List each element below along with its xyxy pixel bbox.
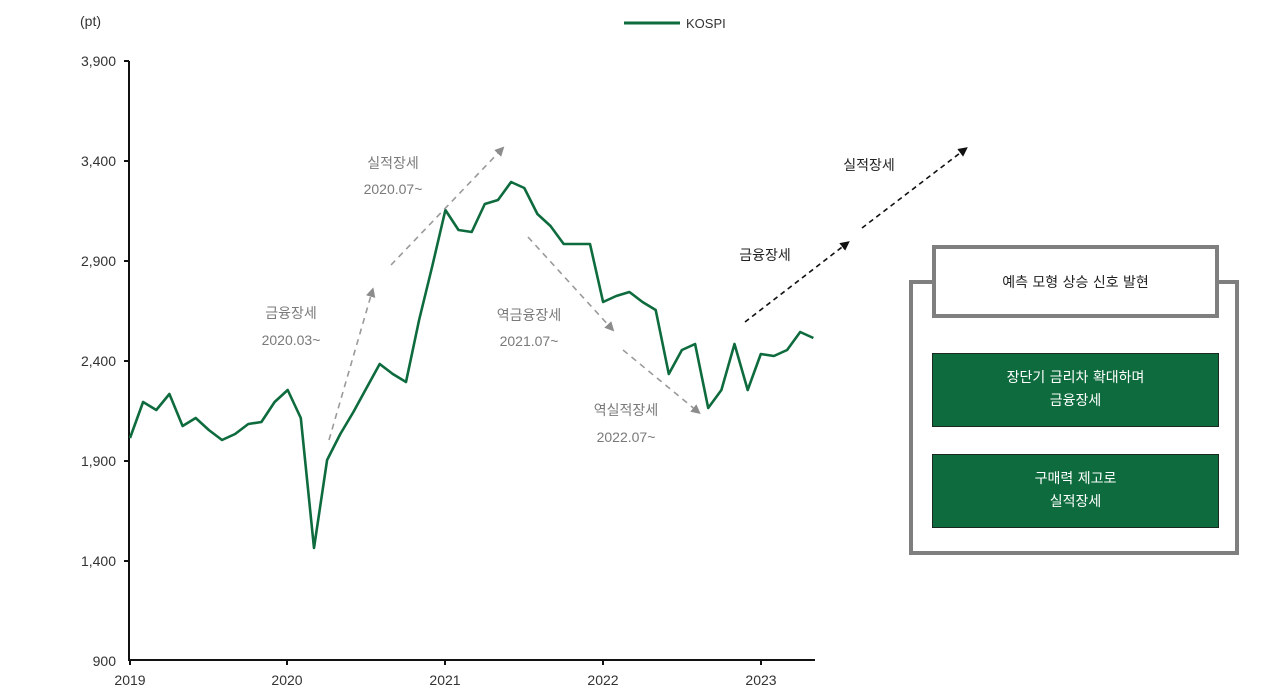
anno-fin-2020-date: 2020.03~ xyxy=(262,332,321,348)
anno-future-fin: 금융장세 xyxy=(739,247,791,263)
financial-rally-line1: 장단기 금리차 확대하며 xyxy=(1006,370,1145,386)
y-tick-label: 2,400 xyxy=(81,353,116,369)
earnings-rally-box: 구매력 제고로 실적장세 xyxy=(932,454,1219,528)
anno-revfin-2021-title: 역금융장세 xyxy=(497,307,561,323)
legend: KOSPI xyxy=(624,16,726,31)
legend-label: KOSPI xyxy=(686,16,726,31)
y-tick-label: 2,900 xyxy=(81,253,116,269)
history-arrows xyxy=(328,146,701,441)
arrow-revearn-2022 xyxy=(622,349,701,415)
y-tick-label: 3,400 xyxy=(81,153,116,169)
y-axis-unit: (pt) xyxy=(80,13,101,29)
forecast-arrows xyxy=(744,147,968,323)
earnings-rally-line1: 구매력 제고로 xyxy=(1034,471,1117,487)
y-tick-label: 900 xyxy=(93,653,117,669)
x-axis: 2019 2020 2021 2022 2023 xyxy=(114,659,815,688)
arrow-future-fin xyxy=(744,241,850,323)
earnings-rally-line2: 실적장세 xyxy=(1049,494,1102,510)
y-tick-label: 1,400 xyxy=(81,553,116,569)
y-axis: 3,900 3,400 2,900 2,400 1,900 1,400 900 xyxy=(81,53,130,669)
anno-earn-2020-date: 2020.07~ xyxy=(364,181,423,197)
y-tick-label: 1,900 xyxy=(81,453,116,469)
kospi-line xyxy=(128,180,814,550)
financial-rally-line2: 금융장세 xyxy=(1049,393,1102,409)
financial-rally-box: 장단기 금리차 확대하며 금융장세 xyxy=(932,353,1219,427)
x-tick-label: 2022 xyxy=(587,672,618,688)
y-tick-label: 3,900 xyxy=(81,53,116,69)
x-tick-label: 2021 xyxy=(429,672,460,688)
annotation-labels: 금융장세 2020.03~ 실적장세 2020.07~ 역금융장세 2021.0… xyxy=(262,155,895,445)
forecast-panel-title: 예측 모형 상승 신호 발현 xyxy=(932,245,1219,318)
arrow-earn-2020 xyxy=(390,146,505,266)
arrow-revfin-2021 xyxy=(527,236,615,332)
anno-revearn-2022-title: 역실적장세 xyxy=(594,402,658,418)
arrow-future-earn xyxy=(861,147,968,229)
anno-revfin-2021-date: 2021.07~ xyxy=(500,333,559,349)
x-tick-label: 2023 xyxy=(745,672,776,688)
x-tick-label: 2019 xyxy=(114,672,145,688)
anno-earn-2020-title: 실적장세 xyxy=(367,155,419,171)
anno-revearn-2022-date: 2022.07~ xyxy=(597,429,656,445)
arrow-fin-2020 xyxy=(328,287,376,441)
anno-future-earn: 실적장세 xyxy=(843,157,895,173)
x-tick-label: 2020 xyxy=(271,672,302,688)
anno-fin-2020-title: 금융장세 xyxy=(265,305,317,321)
